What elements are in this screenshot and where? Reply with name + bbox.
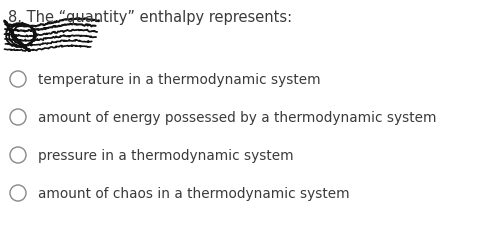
Text: amount of chaos in a thermodynamic system: amount of chaos in a thermodynamic syste… <box>38 186 349 200</box>
Text: 8. The “quantity” enthalpy represents:: 8. The “quantity” enthalpy represents: <box>8 10 292 25</box>
Text: temperature in a thermodynamic system: temperature in a thermodynamic system <box>38 73 321 87</box>
Text: amount of energy possessed by a thermodynamic system: amount of energy possessed by a thermody… <box>38 111 436 124</box>
Text: pressure in a thermodynamic system: pressure in a thermodynamic system <box>38 148 293 162</box>
